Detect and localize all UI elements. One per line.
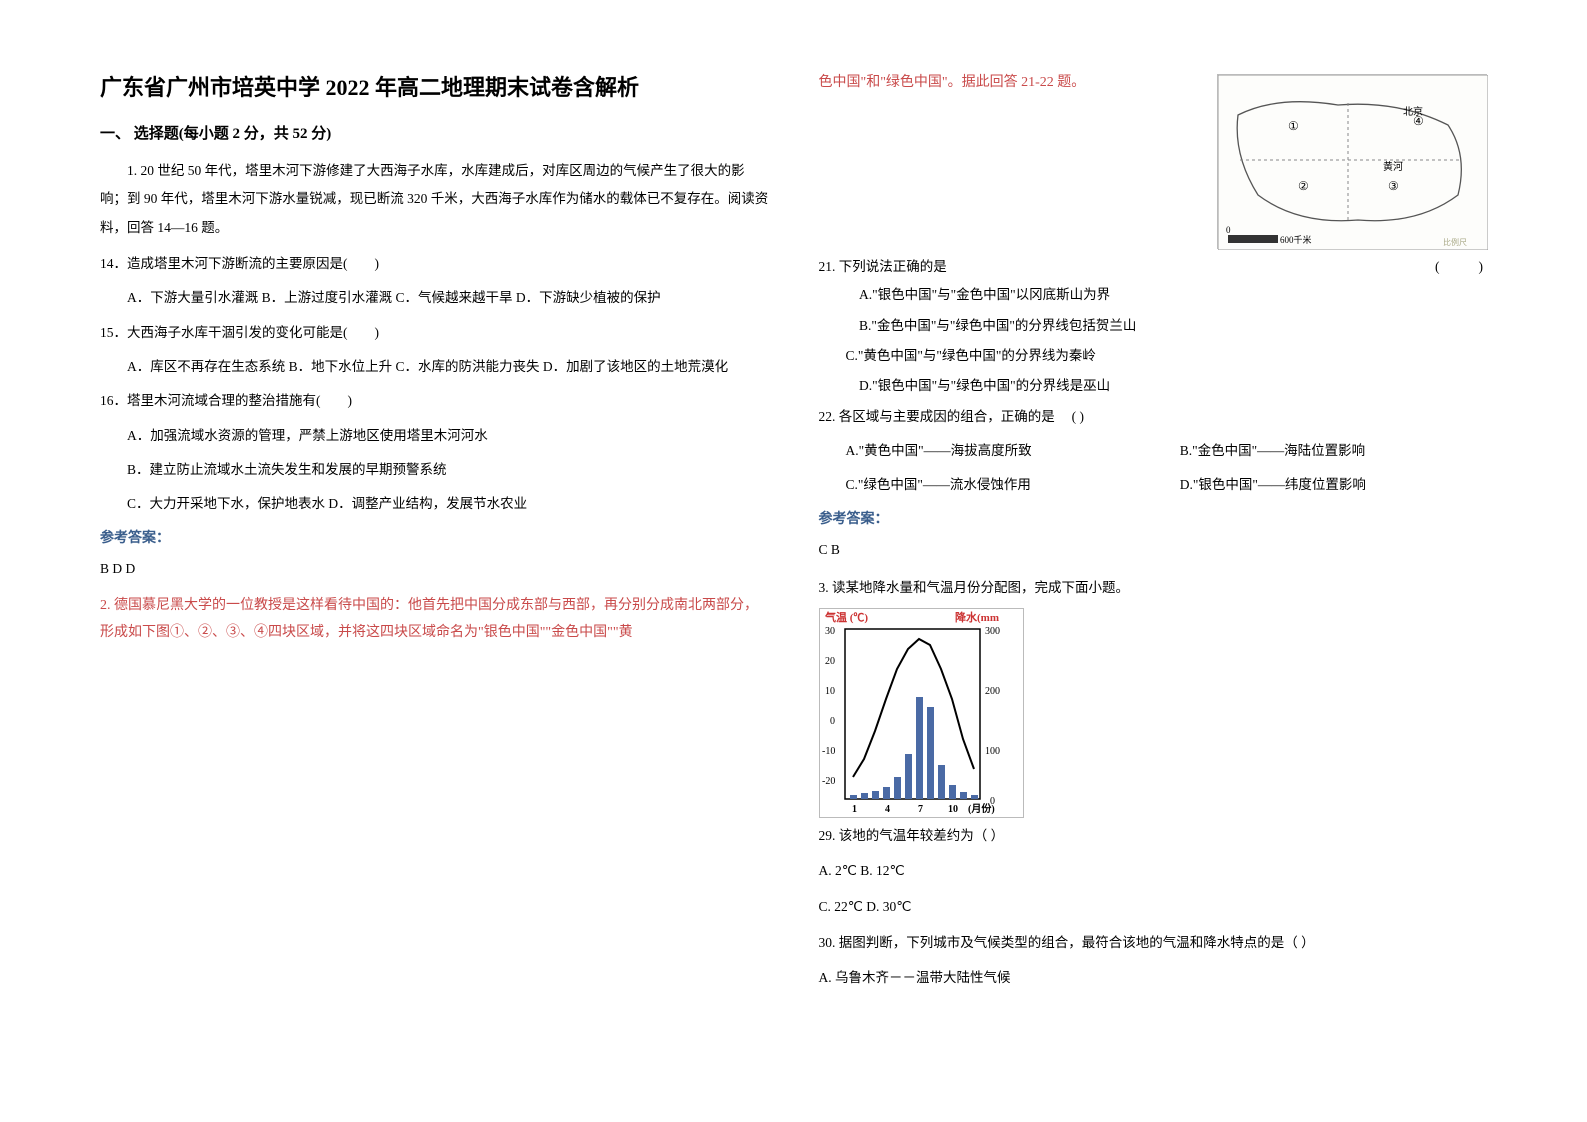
- climate-chart: 气温 (℃) 降水(mm 30 20 10 0 -10 -20 300 200 …: [819, 608, 1024, 818]
- q22-opt-b: B."金色中国"——海陆位置影响: [1153, 437, 1487, 465]
- svg-text:-20: -20: [822, 776, 835, 787]
- svg-text:10: 10: [948, 804, 958, 815]
- question-30: 30. 据图判断，下列城市及气候类型的组合，最符合该地的气温和降水特点的是（ ）: [819, 929, 1488, 957]
- svg-text:降水(mm: 降水(mm: [955, 610, 999, 624]
- svg-text:1: 1: [852, 804, 857, 815]
- question-14: 14．造成塔里木河下游断流的主要原因是( ): [100, 250, 769, 278]
- svg-text:气温 (℃): 气温 (℃): [824, 610, 868, 624]
- svg-text:北京: 北京: [1403, 105, 1423, 118]
- q22-opt-c: C."绿色中国"——流水侵蚀作用: [819, 471, 1153, 499]
- answer-2: C B: [819, 536, 1488, 564]
- q14-options: A．下游大量引水灌溉 B．上游过度引水灌溉 C．气候越来越干旱 D．下游缺少植被…: [100, 284, 769, 312]
- svg-text:①: ①: [1288, 119, 1299, 133]
- svg-text:(月份): (月份): [968, 802, 995, 815]
- svg-text:600千米: 600千米: [1280, 234, 1312, 245]
- svg-text:100: 100: [985, 746, 1000, 757]
- svg-text:黄河: 黄河: [1383, 160, 1403, 173]
- q21-bracket: ( ): [1435, 253, 1487, 281]
- svg-text:10: 10: [825, 686, 835, 697]
- svg-text:-10: -10: [822, 746, 835, 757]
- svg-text:0: 0: [1226, 225, 1231, 235]
- question-2: 2. 德国慕尼黑大学的一位教授是这样看待中国的：他首先把中国分成东部与西部，再分…: [100, 593, 769, 646]
- svg-text:③: ③: [1388, 179, 1399, 193]
- answer-1: B D D: [100, 555, 769, 583]
- q29-opts-a: A. 2℃ B. 12℃: [819, 857, 1488, 885]
- q29-opts-b: C. 22℃ D. 30℃: [819, 893, 1488, 921]
- answer-label-1: 参考答案：: [100, 527, 769, 547]
- svg-text:20: 20: [825, 656, 835, 667]
- svg-text:②: ②: [1298, 179, 1309, 193]
- svg-text:比例尺: 比例尺: [1443, 237, 1467, 247]
- q21-opt-d: D."银色中国"与"绿色中国"的分界线是巫山: [819, 372, 1488, 400]
- q16-opt-a: A．加强流域水资源的管理，严禁上游地区使用塔里木河河水: [100, 422, 769, 450]
- svg-text:0: 0: [830, 716, 835, 727]
- svg-text:7: 7: [918, 804, 923, 815]
- question-21: 21. 下列说法正确的是: [819, 253, 947, 281]
- svg-text:200: 200: [985, 686, 1000, 697]
- question-3-intro: 3. 读某地降水量和气温月份分配图，完成下面小题。: [819, 574, 1488, 602]
- page-title: 广东省广州市培英中学 2022 年高二地理期末试卷含解析: [100, 70, 769, 102]
- q21-opt-b: B."金色中国"与"绿色中国"的分界线包括贺兰山: [819, 312, 1488, 340]
- china-map-svg: ① ② ③ ④ 北京 黄河 0 600千米 比例尺: [1218, 75, 1488, 250]
- right-column: ① ② ③ ④ 北京 黄河 0 600千米 比例尺 色中国"和"绿色中国"。据此…: [819, 70, 1488, 1052]
- q16-opt-b: B．建立防止流域水土流失发生和发展的早期预警系统: [100, 456, 769, 484]
- q21-opt-a: A."银色中国"与"金色中国"以冈底斯山为界: [819, 281, 1488, 309]
- question-29: 29. 该地的气温年较差约为（ ）: [819, 822, 1488, 850]
- q16-opt-c: C．大力开采地下水，保护地表水 D．调整产业结构，发展节水农业: [100, 490, 769, 518]
- q22-opts-row2: C."绿色中国"——流水侵蚀作用 D."银色中国"——纬度位置影响: [819, 471, 1488, 499]
- q22-opts-row1: A."黄色中国"——海拔高度所致 B."金色中国"——海陆位置影响: [819, 437, 1488, 465]
- q22-opt-a: A."黄色中国"——海拔高度所致: [819, 437, 1153, 465]
- q15-options: A．库区不再存在生态系统 B．地下水位上升 C．水库的防洪能力丧失 D．加剧了该…: [100, 353, 769, 381]
- china-map-figure: ① ② ③ ④ 北京 黄河 0 600千米 比例尺: [1217, 74, 1487, 249]
- q22-opt-d: D."银色中国"——纬度位置影响: [1153, 471, 1487, 499]
- svg-text:30: 30: [825, 626, 835, 637]
- section-title: 一、 选择题(每小题 2 分，共 52 分): [100, 122, 769, 143]
- temp-line: [853, 639, 974, 777]
- q30-opts: A. 乌鲁木齐－－温带大陆性气候: [819, 964, 1488, 992]
- question-22: 22. 各区域与主要成因的组合，正确的是 ( ): [819, 403, 1488, 431]
- svg-text:300: 300: [985, 626, 1000, 637]
- q1-paragraph: 1. 20 世纪 50 年代，塔里木河下游修建了大西海子水库，水库建成后，对库区…: [100, 157, 769, 242]
- question-16: 16．塔里木河流域合理的整治措施有( ): [100, 387, 769, 415]
- q21-opt-c: C."黄色中国"与"绿色中国"的分界线为秦岭: [819, 342, 1488, 370]
- question-15: 15．大西海子水库干涸引发的变化可能是( ): [100, 319, 769, 347]
- svg-text:4: 4: [885, 804, 890, 815]
- answer-label-2: 参考答案：: [819, 508, 1488, 528]
- climate-chart-svg: 气温 (℃) 降水(mm 30 20 10 0 -10 -20 300 200 …: [820, 609, 1025, 819]
- left-column: 广东省广州市培英中学 2022 年高二地理期末试卷含解析 一、 选择题(每小题 …: [100, 70, 769, 1052]
